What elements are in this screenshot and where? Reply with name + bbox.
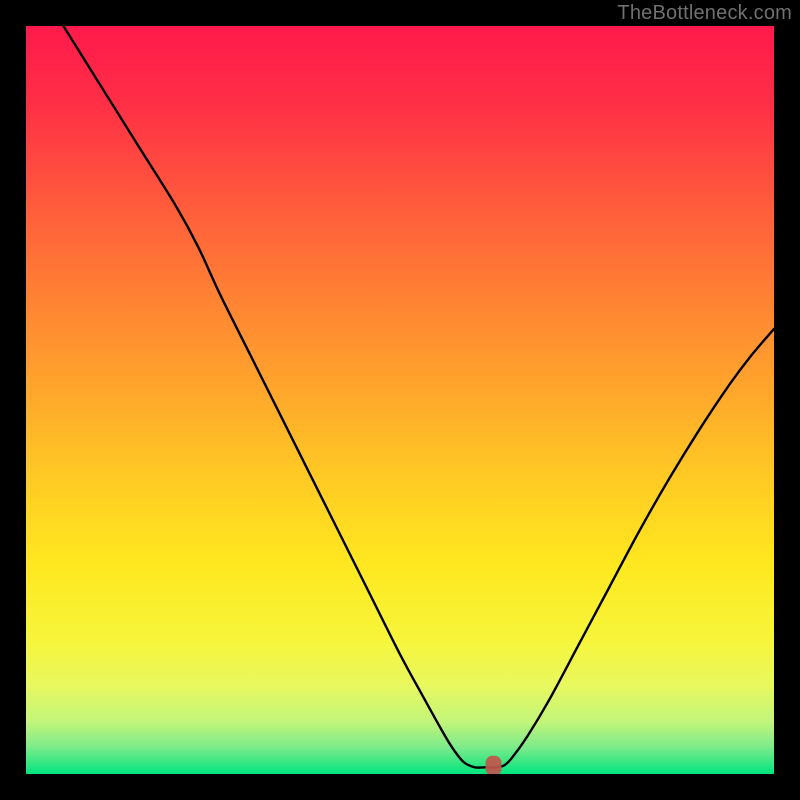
watermark-text: TheBottleneck.com xyxy=(617,2,792,25)
optimal-point-marker xyxy=(486,756,502,774)
chart-frame: TheBottleneck.com xyxy=(0,0,800,800)
gradient-background xyxy=(26,26,774,774)
plot-area xyxy=(26,26,774,774)
bottleneck-chart xyxy=(26,26,774,774)
